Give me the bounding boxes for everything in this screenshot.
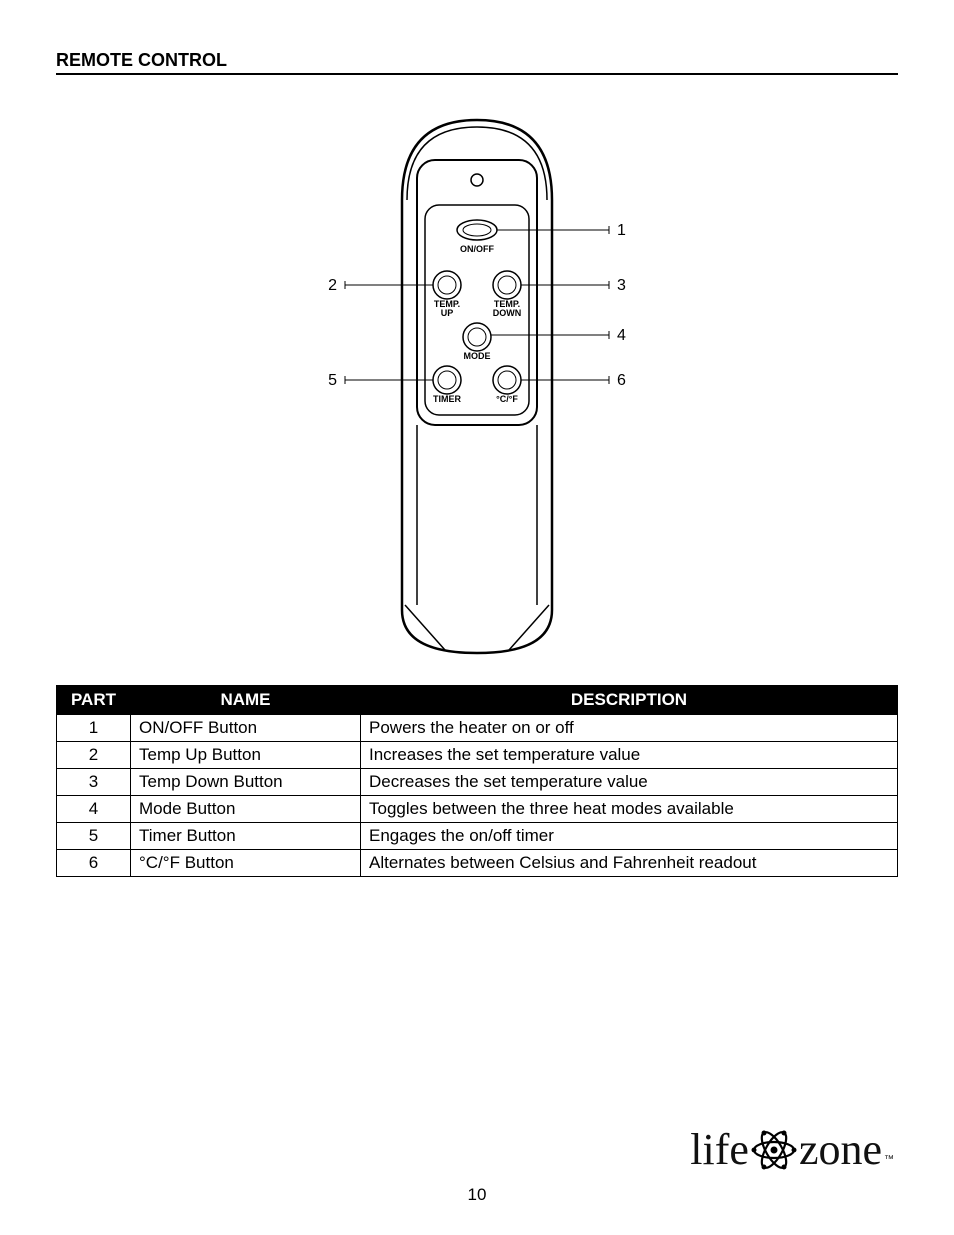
cell-part: 5 [57,823,131,850]
brand-icon [751,1127,797,1173]
page: REMOTE CONTROL ON/OFF TEMP. UP TEM [0,0,954,1235]
cell-name: Mode Button [131,796,361,823]
brand-logo: life zone ™ [690,1124,894,1175]
brand-tm: ™ [884,1154,894,1165]
cell-part: 4 [57,796,131,823]
parts-table: PART NAME DESCRIPTION 1ON/OFF ButtonPowe… [56,685,898,877]
table-row: 1ON/OFF ButtonPowers the heater on or of… [57,715,898,742]
brand-left: life [690,1124,749,1175]
th-description: DESCRIPTION [361,686,898,715]
remote-diagram: ON/OFF TEMP. UP TEMP. DOWN MODE TIMER °C… [327,105,627,665]
cell-description: Decreases the set temperature value [361,769,898,796]
cell-part: 1 [57,715,131,742]
page-number: 10 [0,1185,954,1205]
table-header-row: PART NAME DESCRIPTION [57,686,898,715]
table-row: 4Mode ButtonToggles between the three he… [57,796,898,823]
callout-number: 6 [617,372,626,389]
cell-description: Powers the heater on or off [361,715,898,742]
table-row: 3Temp Down ButtonDecreases the set tempe… [57,769,898,796]
temp-dn-label2: DOWN [493,308,522,318]
cell-description: Engages the on/off timer [361,823,898,850]
cell-name: Temp Down Button [131,769,361,796]
cell-name: ON/OFF Button [131,715,361,742]
callout-number: 5 [328,372,337,389]
cf-label: °C/°F [496,394,518,404]
th-name: NAME [131,686,361,715]
callout-number: 4 [617,327,626,344]
section-title: REMOTE CONTROL [56,50,898,75]
cell-part: 2 [57,742,131,769]
callout-number: 2 [328,277,337,294]
mode-label: MODE [464,351,491,361]
cell-description: Alternates between Celsius and Fahrenhei… [361,850,898,877]
table-row: 5Timer ButtonEngages the on/off timer [57,823,898,850]
th-part: PART [57,686,131,715]
cell-description: Increases the set temperature value [361,742,898,769]
temp-up-label2: UP [441,308,454,318]
cell-name: Timer Button [131,823,361,850]
timer-label: TIMER [433,394,461,404]
table-row: 2Temp Up ButtonIncreases the set tempera… [57,742,898,769]
table-row: 6°C/°F ButtonAlternates between Celsius … [57,850,898,877]
callout-number: 3 [617,277,626,294]
cell-name: Temp Up Button [131,742,361,769]
cell-name: °C/°F Button [131,850,361,877]
cell-description: Toggles between the three heat modes ava… [361,796,898,823]
onoff-label: ON/OFF [460,244,494,254]
brand-right: zone [799,1124,882,1175]
cell-part: 3 [57,769,131,796]
remote-diagram-wrap: ON/OFF TEMP. UP TEMP. DOWN MODE TIMER °C… [56,105,898,665]
callout-number: 1 [617,222,626,239]
cell-part: 6 [57,850,131,877]
